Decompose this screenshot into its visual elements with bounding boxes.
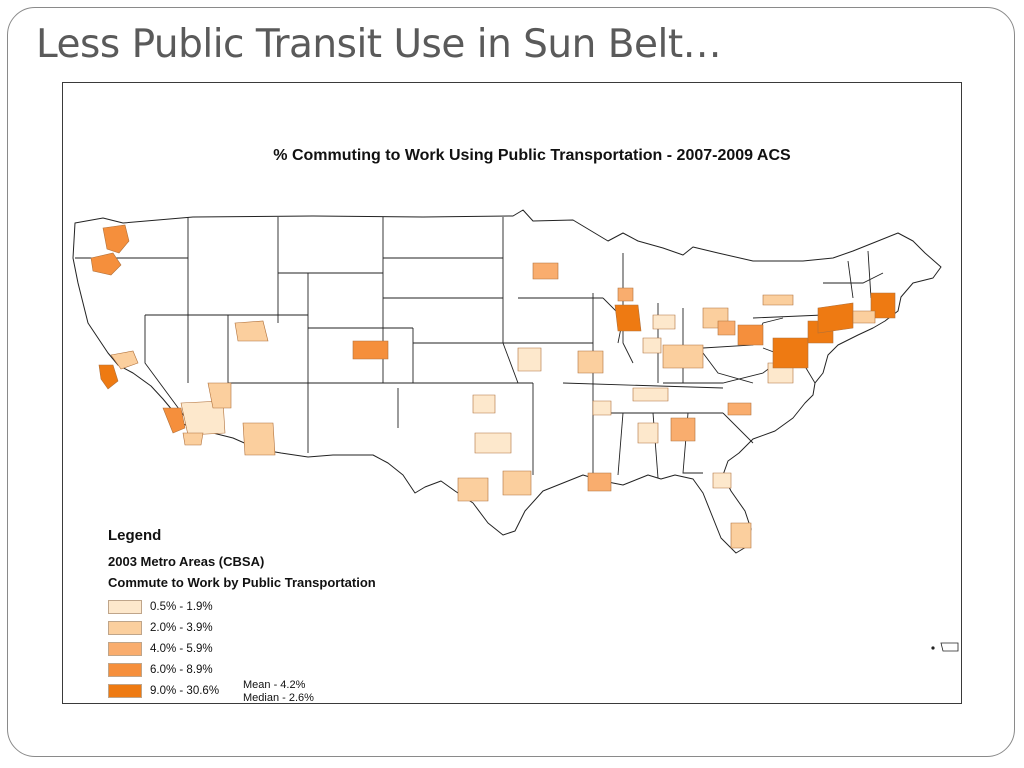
metro-portland bbox=[90, 252, 122, 276]
metro-chicago bbox=[614, 304, 642, 332]
metro-riverside bbox=[180, 400, 226, 436]
legend-swatch bbox=[108, 599, 142, 614]
metro-memphis bbox=[592, 400, 612, 416]
metro-la bbox=[162, 407, 186, 434]
legend-median: Median - 2.6% bbox=[243, 692, 314, 704]
metro-pittsburgh bbox=[737, 324, 764, 346]
metro-st-louis bbox=[577, 350, 604, 374]
metro-hartford bbox=[852, 310, 876, 324]
legend-class-label: 0.5% - 1.9% bbox=[150, 600, 213, 613]
slide-title: Less Public Transit Use in Sun Belt… bbox=[36, 22, 722, 67]
legend-mean: Mean - 4.2% bbox=[243, 679, 306, 691]
legend-swatch bbox=[108, 620, 142, 635]
us-outline bbox=[72, 209, 942, 554]
legend-class-label: 9.0% - 30.6% bbox=[150, 684, 220, 697]
metro-minneapolis bbox=[532, 262, 559, 280]
legend-stats: Mean - 4.2% Median - 2.6% bbox=[243, 679, 314, 704]
legend-class-row: 0.5% - 1.9% bbox=[108, 596, 528, 617]
metro-indianapolis bbox=[652, 314, 676, 330]
legend-swatch bbox=[108, 662, 142, 677]
legend-class-row: 6.0% - 8.9% bbox=[108, 659, 528, 680]
map-title: % Commuting to Work Using Public Transpo… bbox=[273, 147, 791, 164]
metro-austin bbox=[457, 477, 489, 502]
metro-birmingham bbox=[637, 422, 659, 444]
metro-milwaukee bbox=[617, 287, 634, 302]
metro-charlotte bbox=[727, 402, 752, 416]
metro-buffalo bbox=[762, 294, 794, 306]
map-figure: % Commuting to Work Using Public Transpo… bbox=[62, 82, 962, 704]
metro-san-diego bbox=[182, 432, 204, 446]
metro-salt-lake bbox=[234, 320, 269, 342]
metro-phoenix bbox=[242, 422, 276, 456]
metro-boston bbox=[870, 292, 896, 319]
legend-class-label: 2.0% - 3.9% bbox=[150, 621, 213, 634]
legend-swatch bbox=[108, 683, 142, 698]
metro-dc-baltimore bbox=[772, 337, 809, 369]
metro-denver bbox=[352, 340, 389, 360]
metro-areas bbox=[90, 224, 896, 549]
legend-classes: 0.5% - 1.9% 2.0% - 3.9% 4.0% - 5.9% 6.0% - … bbox=[108, 596, 528, 701]
legend-class-row: 9.0% - 30.6% bbox=[108, 680, 528, 701]
metro-okc bbox=[472, 394, 496, 414]
metro-cincinnati bbox=[642, 337, 662, 354]
legend-layer: 2003 Metro Areas (CBSA) bbox=[108, 554, 265, 569]
legend-class-label: 6.0% - 8.9% bbox=[150, 663, 213, 676]
metro-nashville bbox=[632, 387, 669, 402]
metro-miami bbox=[730, 522, 752, 549]
metro-atlanta bbox=[670, 417, 696, 442]
metro-las-vegas bbox=[207, 382, 232, 409]
legend-heading: Legend bbox=[108, 527, 162, 544]
metro-dallas bbox=[474, 432, 512, 454]
inset-marker bbox=[931, 642, 959, 652]
legend-class-row: 4.0% - 5.9% bbox=[108, 638, 528, 659]
us-map bbox=[72, 209, 959, 652]
metro-columbus bbox=[662, 344, 704, 369]
legend: Legend 2003 Metro Areas (CBSA) Commute t… bbox=[108, 527, 528, 704]
metro-sf bbox=[98, 364, 119, 390]
metro-new-orleans bbox=[587, 472, 612, 492]
metro-kansas-city bbox=[517, 347, 542, 372]
legend-field: Commute to Work by Public Transportation bbox=[108, 575, 376, 590]
legend-class-label: 4.0% - 5.9% bbox=[150, 642, 213, 655]
metro-sacramento bbox=[110, 350, 139, 370]
metro-nyc bbox=[817, 302, 854, 334]
legend-class-row: 2.0% - 3.9% bbox=[108, 617, 528, 638]
legend-swatch bbox=[108, 641, 142, 656]
metro-jacksonville bbox=[712, 472, 732, 489]
metro-seattle bbox=[102, 224, 130, 254]
metro-houston bbox=[502, 470, 532, 496]
metro-cleveland bbox=[717, 320, 736, 336]
